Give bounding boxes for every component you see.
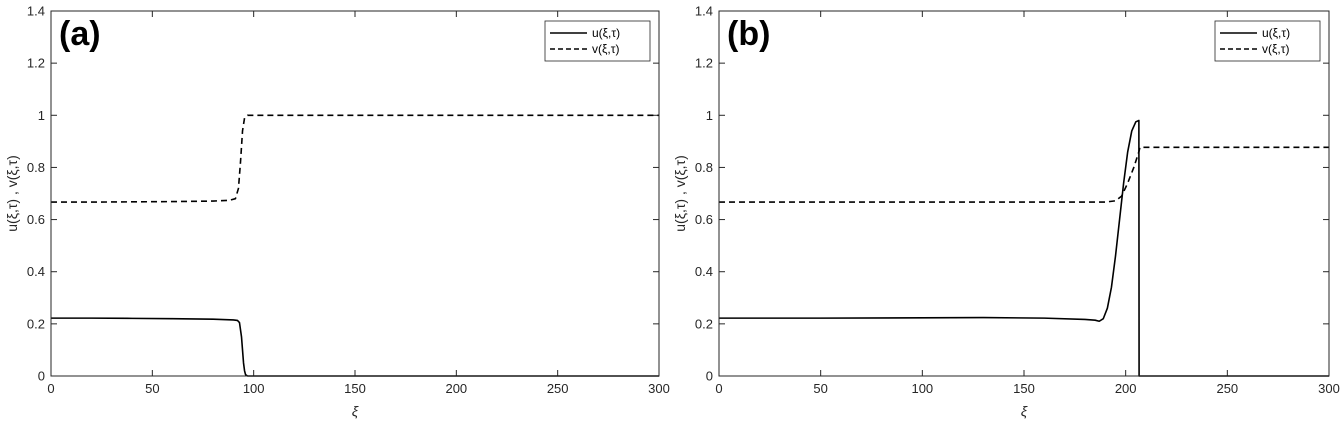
y-tick-label: 1.4 [695, 4, 713, 19]
x-tick-label: 50 [813, 381, 827, 396]
x-tick-label: 300 [1318, 381, 1340, 396]
axes-box [718, 10, 1330, 377]
legend-label: u(ξ,τ) [592, 26, 620, 40]
x-tick-label: 0 [47, 381, 54, 396]
x-tick-label: 50 [145, 381, 159, 396]
x-tick-label: 150 [1013, 381, 1035, 396]
legend: u(ξ,τ) v(ξ,τ) [1214, 20, 1321, 62]
panel-label: (b) [727, 15, 770, 53]
y-axis-label: u(ξ,τ) , v(ξ,τ) [4, 155, 20, 231]
chart-panel-b: 0 50 100 150 200 250 300 0 0.2 0.4 0.6 0.8 1 1.2 1.4 ξ u… [672, 4, 1340, 420]
x-tick-label: 250 [1216, 381, 1238, 396]
x-tick-label: 150 [344, 381, 366, 396]
x-tick-label: 200 [445, 381, 467, 396]
y-axis-label: u(ξ,τ) , v(ξ,τ) [672, 155, 688, 231]
y-tick-label: 0.6 [27, 212, 45, 227]
legend: u(ξ,τ) v(ξ,τ) [544, 20, 651, 62]
y-tick-label: 1.2 [27, 56, 45, 71]
y-tick-label: 0.4 [27, 264, 45, 279]
plot-area [719, 11, 1329, 376]
x-tick-label: 100 [911, 381, 933, 396]
series-line-u [719, 119, 1329, 377]
y-tick-label: 0.6 [695, 212, 713, 227]
series-line-v [719, 146, 1329, 203]
x-tick-label: 100 [243, 381, 265, 396]
legend-box [1214, 20, 1321, 62]
x-tick-label: 300 [648, 381, 670, 396]
y-tick-label: 0.8 [27, 160, 45, 175]
legend-label: v(ξ,τ) [1262, 42, 1289, 56]
y-tick-label: 0 [38, 369, 45, 384]
x-tick-label: 200 [1115, 381, 1137, 396]
y-tick-label: 1.2 [695, 56, 713, 71]
chart-panel-a: 0 50 100 150 200 250 300 0 0.2 0.4 0.6 0.8 1 1.2 1.4 ξ u… [4, 4, 670, 420]
axes-box [50, 10, 660, 377]
legend-label: v(ξ,τ) [592, 42, 619, 56]
y-tick-label: 0 [706, 369, 713, 384]
panel-label: (a) [59, 15, 101, 53]
plot-area [51, 11, 659, 376]
y-tick-label: 0.8 [695, 160, 713, 175]
x-axis-label: ξ [352, 403, 359, 419]
y-tick-label: 0.2 [695, 316, 713, 331]
x-axis-label: ξ [1021, 403, 1028, 419]
y-tick-label: 1.4 [27, 4, 45, 19]
legend-box [544, 20, 651, 62]
y-tick-label: 1 [38, 108, 45, 123]
y-tick-label: 0.4 [695, 264, 713, 279]
y-tick-label: 1 [706, 108, 713, 123]
y-tick-label: 0.2 [27, 316, 45, 331]
x-tick-label: 250 [547, 381, 569, 396]
x-tick-label: 0 [715, 381, 722, 396]
legend-label: u(ξ,τ) [1262, 26, 1290, 40]
series-line-v [51, 114, 659, 203]
